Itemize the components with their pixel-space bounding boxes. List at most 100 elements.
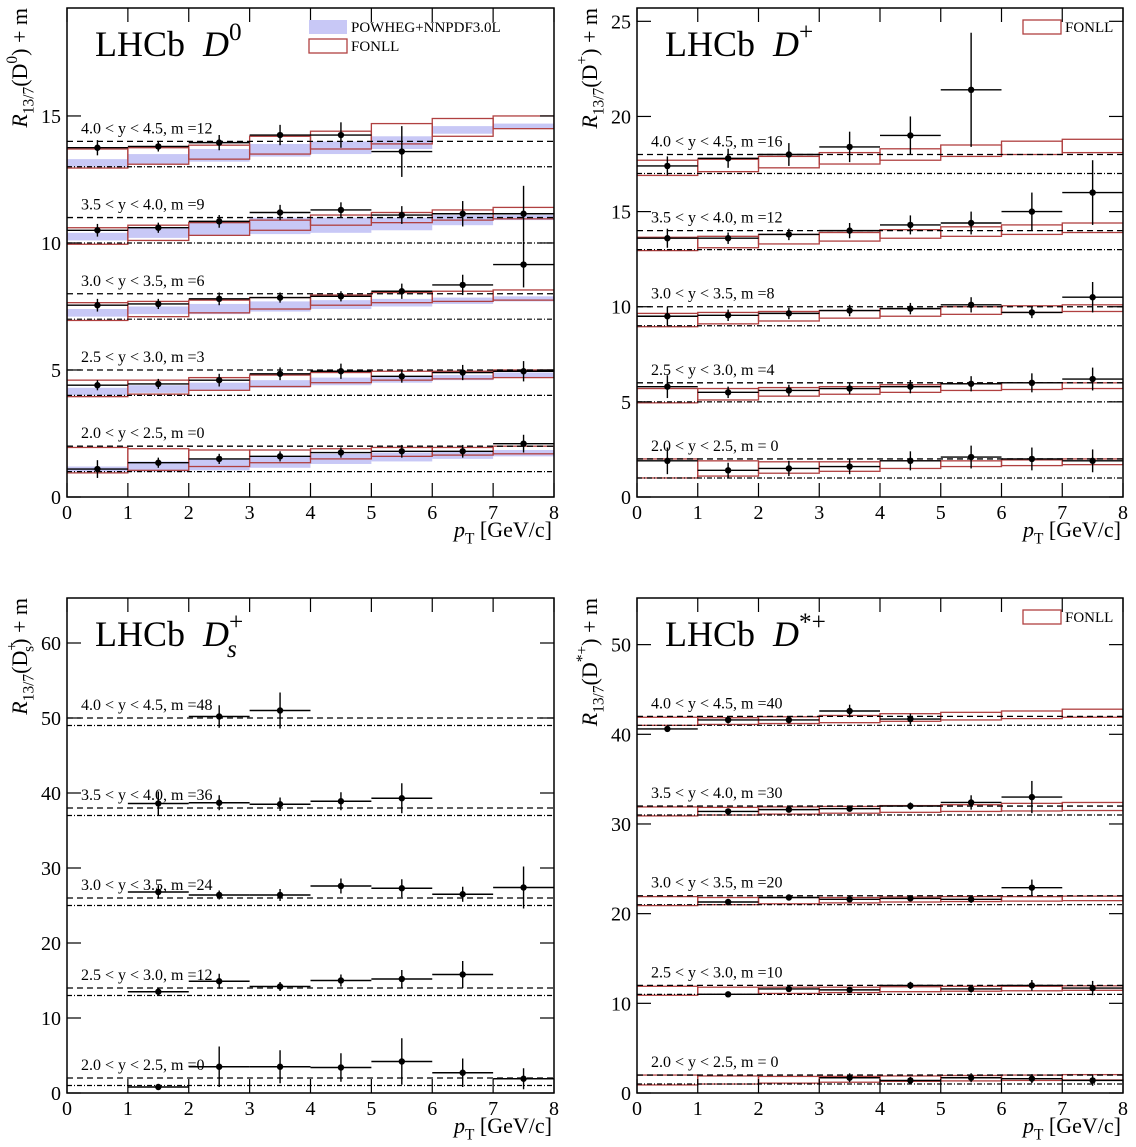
- data-point: [907, 132, 914, 139]
- rapidity-label: 2.5 < y < 3.0, m =10: [651, 964, 783, 981]
- data-point: [967, 301, 975, 309]
- data-point: [337, 368, 345, 375]
- legend-swatch: [309, 20, 347, 34]
- fonll-band: [637, 716, 699, 726]
- rapidity-label: 2.0 < y < 2.5, m =0: [81, 1057, 205, 1074]
- data-point: [520, 261, 527, 268]
- x-tick-label: 7: [1057, 502, 1067, 524]
- text-part: (D: [7, 64, 32, 87]
- x-tick-label: 0: [632, 502, 642, 524]
- y-axis-label: R13/7(D0) + m: [4, 8, 38, 129]
- data-point: [846, 805, 853, 812]
- y-tick-label: 10: [611, 993, 631, 1015]
- data-point: [724, 716, 732, 724]
- y-tick-label: 15: [611, 202, 631, 224]
- rapidity-label: 2.0 < y < 2.5, m = 0: [651, 1054, 779, 1071]
- data-point: [215, 455, 223, 463]
- y-tick-label: 50: [41, 708, 61, 730]
- data-point: [337, 206, 345, 214]
- fonll-band: [1061, 138, 1123, 154]
- data-point: [155, 224, 162, 231]
- plot-area: [637, 704, 1123, 1086]
- x-tick-label: 1: [693, 1098, 703, 1120]
- y-tick-label: 5: [51, 360, 61, 382]
- y-tick-label: 10: [611, 297, 631, 319]
- y-tick-label: 10: [41, 1008, 61, 1030]
- x-tick-label: 4: [306, 502, 316, 524]
- text-part: 13/7: [591, 685, 608, 713]
- legend-label: FONLL: [1065, 20, 1113, 36]
- y-tick-label: 40: [41, 783, 61, 805]
- rapidity-label: 2.5 < y < 3.0, m =4: [651, 362, 775, 379]
- data-point: [907, 221, 914, 229]
- data-point: [907, 305, 914, 312]
- text-part: (D: [577, 662, 602, 685]
- text-part: *+: [574, 646, 591, 662]
- text-part: D: [772, 614, 799, 654]
- data-point: [94, 227, 101, 234]
- data-point: [398, 885, 406, 892]
- data-point: [846, 896, 853, 903]
- data-point: [967, 1074, 975, 1081]
- text-part: T: [465, 531, 475, 548]
- data-point: [520, 1075, 527, 1082]
- data-point: [664, 235, 671, 242]
- data-point: [967, 985, 975, 993]
- data-point: [846, 986, 853, 994]
- data-point: [785, 894, 793, 901]
- data-point: [785, 310, 793, 317]
- text-part: LHCb: [95, 614, 185, 654]
- text-part: T: [1034, 1127, 1044, 1144]
- x-axis-label: pT [GeV/c]: [452, 517, 552, 548]
- plot-area: [67, 692, 554, 1091]
- panel: 2.0 < y < 2.5, m =0 2.5 < y < 3.0, m =3 3.…: [4, 7, 559, 548]
- x-tick-label: 1: [123, 502, 133, 524]
- data-point: [1089, 375, 1096, 383]
- text-part: +: [229, 609, 243, 636]
- x-tick-label: 7: [488, 502, 498, 524]
- powheg-band: [67, 309, 128, 317]
- x-tick-label: 6: [427, 502, 437, 524]
- data-point: [664, 457, 671, 465]
- x-tick-label: 7: [1057, 1098, 1067, 1120]
- legend-label: POWHEG+NNPDF3.0L: [351, 20, 501, 36]
- x-tick-label: 4: [875, 1098, 885, 1120]
- fonll-band: [1000, 710, 1063, 720]
- x-tick-label: 0: [62, 502, 72, 524]
- fonll-band: [757, 1075, 820, 1084]
- panel: 2.0 < y < 2.5, m = 0 2.5 < y < 3.0, m =4 3…: [574, 7, 1128, 548]
- data-point: [276, 891, 284, 899]
- text-part: +: [4, 642, 21, 651]
- data-point: [967, 896, 975, 903]
- fonll-band: [1061, 708, 1123, 718]
- text-part: *+: [799, 609, 826, 636]
- text-part: [GeV/c]: [474, 1113, 552, 1138]
- text-part: LHCb: [665, 614, 755, 654]
- data-point: [459, 448, 466, 455]
- y-tick-label: 0: [51, 1083, 61, 1105]
- data-point: [785, 387, 793, 394]
- data-point: [155, 300, 162, 308]
- data-point: [724, 155, 732, 162]
- rapidity-label: 2.5 < y < 3.0, m =3: [81, 349, 205, 366]
- data-point: [459, 891, 466, 898]
- rapidity-label: 3.5 < y < 4.0, m =36: [81, 787, 213, 804]
- data-point: [520, 368, 527, 375]
- y-axis-label: R13/7(D+s) + m: [4, 598, 38, 716]
- data-point: [520, 440, 527, 447]
- text-part: ) + m: [7, 598, 32, 646]
- x-tick-label: 2: [184, 1098, 194, 1120]
- data-point: [337, 293, 345, 300]
- text-part: T: [465, 1127, 475, 1144]
- x-tick-label: 6: [427, 1098, 437, 1120]
- text-part: (D: [7, 651, 32, 674]
- powheg-band: [67, 387, 128, 396]
- panel: 2.0 < y < 2.5, m = 0 2.5 < y < 3.0, m =10…: [574, 597, 1128, 1144]
- y-tick-label: 20: [611, 106, 631, 128]
- text-part: R: [577, 712, 602, 727]
- data-point: [398, 211, 406, 219]
- data-point: [1089, 1077, 1096, 1084]
- data-point: [215, 218, 223, 225]
- data-point: [724, 991, 732, 998]
